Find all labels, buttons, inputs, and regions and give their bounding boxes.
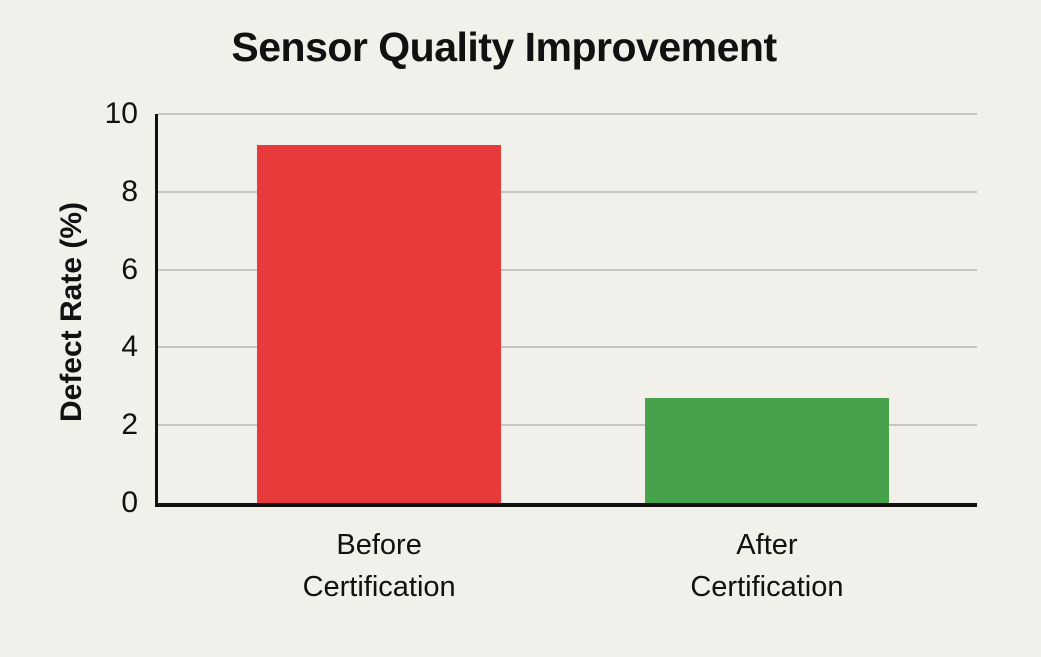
bar-after-certification [644, 397, 889, 503]
y-tick-label-6: 6 [121, 252, 138, 286]
gridline-2 [158, 424, 977, 427]
y-axis-label: Defect Rate (%) [55, 201, 88, 423]
y-axis-line [155, 114, 158, 503]
chart-title: Sensor Quality Improvement [231, 24, 777, 70]
y-tick-label-10: 10 [104, 97, 138, 130]
gridline-8 [158, 190, 977, 193]
x-tick-label-before-certification: Before Certification [302, 529, 456, 604]
x-tick-label-after-certification: After Certification [690, 529, 844, 604]
y-tick-label-8: 8 [121, 174, 138, 208]
bar-before-certification [257, 145, 502, 503]
y-tick-label-4: 4 [121, 330, 138, 364]
x-axis-line [155, 503, 977, 507]
y-tick-label-0: 0 [121, 486, 138, 519]
y-tick-label-2: 2 [121, 408, 138, 442]
gridline-10 [158, 113, 977, 115]
plot-area [155, 113, 977, 507]
gridline-4 [158, 346, 977, 349]
gridline-6 [158, 268, 977, 271]
